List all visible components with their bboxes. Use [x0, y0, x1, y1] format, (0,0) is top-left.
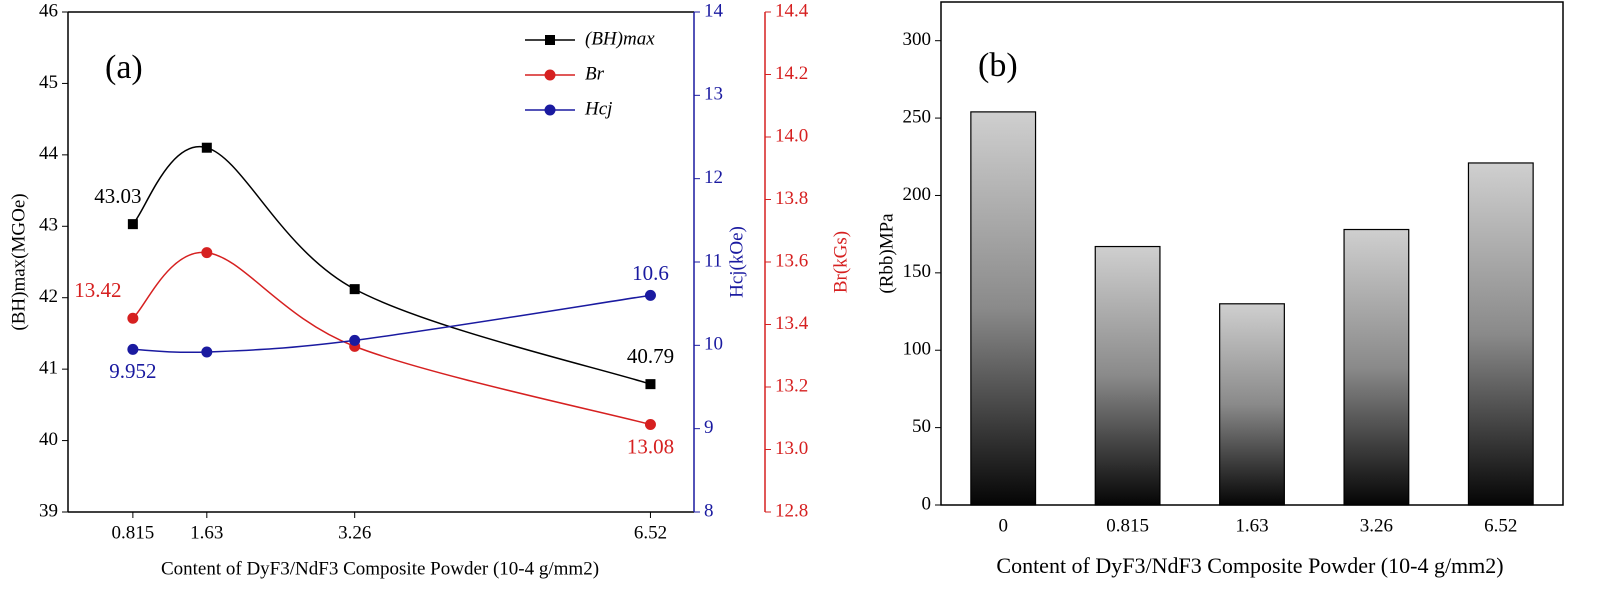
- data-label: 10.6: [632, 261, 669, 285]
- marker: [349, 334, 361, 346]
- y2-axis-label: Hcj(kOe): [726, 226, 747, 298]
- y-tick-label: 39: [39, 500, 58, 521]
- y-tick-label: 14.0: [775, 125, 808, 146]
- x-tick-label: 1.63: [1235, 515, 1268, 536]
- marker: [127, 312, 139, 324]
- legend-label: (BH)max: [585, 28, 655, 49]
- y-tick-label: 300: [903, 29, 932, 50]
- y3-axis-label: Br(kGs): [830, 231, 851, 293]
- data-label: 43.03: [94, 184, 141, 208]
- data-label: 9.952: [109, 359, 156, 383]
- marker: [201, 247, 213, 259]
- legend-marker: [544, 104, 556, 116]
- bar: [970, 111, 1037, 506]
- series-line: [132, 251, 651, 426]
- bar: [1467, 162, 1534, 506]
- data-label: 13.42: [74, 278, 121, 302]
- x-tick-label: 1.63: [190, 522, 223, 543]
- data-label: 13.08: [627, 434, 674, 458]
- y-tick-label: 13.4: [775, 313, 809, 334]
- y-tick-label: 12: [704, 167, 723, 188]
- marker: [349, 284, 360, 295]
- y-tick-label: 0: [922, 493, 932, 514]
- series-line: [132, 145, 651, 385]
- y-tick-label: 200: [903, 184, 932, 205]
- y-tick-label: 45: [39, 72, 58, 93]
- data-label: 40.79: [627, 344, 674, 368]
- y-tick-label: 150: [903, 261, 932, 282]
- y-tick-label: 50: [912, 416, 931, 437]
- series-line: [132, 294, 651, 354]
- legend-marker: [545, 35, 555, 45]
- legend-label: Hcj: [584, 98, 612, 119]
- x-tick-label: 0.815: [1106, 515, 1149, 536]
- panel-label: (a): [105, 49, 143, 86]
- y-tick-label: 9: [704, 417, 714, 438]
- y-tick-label: 41: [39, 358, 58, 379]
- legend-marker: [544, 69, 556, 81]
- x-tick-label: 6.52: [634, 522, 667, 543]
- marker: [127, 343, 139, 355]
- marker: [644, 419, 656, 430]
- marker: [645, 379, 656, 390]
- x-axis-label: Content of DyF3/NdF3 Composite Powder (1…: [161, 558, 599, 579]
- marker: [201, 346, 213, 358]
- marker: [127, 219, 138, 230]
- y-tick-label: 12.8: [775, 500, 808, 521]
- y-tick-label: 13.8: [775, 188, 808, 209]
- x-tick-label: 3.26: [1360, 515, 1393, 536]
- y-tick-label: 14: [704, 0, 724, 21]
- x-tick-label: 6.52: [1484, 515, 1517, 536]
- y-axis-label: (Rbb)MPa: [876, 213, 897, 294]
- bar: [1219, 303, 1285, 506]
- y-tick-label: 14.4: [775, 0, 809, 21]
- y-tick-label: 13.2: [775, 375, 808, 396]
- y-tick-label: 13.6: [775, 250, 808, 271]
- y-tick-label: 13: [704, 84, 723, 105]
- y-tick-label: 44: [39, 143, 59, 164]
- x-tick-label: 3.26: [338, 522, 371, 543]
- y-tick-label: 43: [39, 215, 58, 236]
- y-tick-label: 14.2: [775, 63, 808, 84]
- y-tick-label: 46: [39, 0, 58, 21]
- y-tick-label: 11: [704, 250, 722, 271]
- y-tick-label: 40: [39, 429, 58, 450]
- bar: [1343, 228, 1410, 506]
- panel-label: (b): [978, 47, 1018, 84]
- y-tick-label: 42: [39, 286, 58, 307]
- y-tick-label: 13.0: [775, 438, 808, 459]
- marker: [644, 289, 656, 301]
- x-tick-label: 0: [998, 515, 1008, 536]
- y-tick-label: 100: [903, 339, 932, 360]
- y-axis-label: (BH)max(MGOe): [8, 193, 29, 330]
- y-tick-label: 250: [903, 106, 932, 127]
- x-axis-label: Content of DyF3/NdF3 Composite Powder (1…: [996, 553, 1503, 578]
- marker: [201, 142, 212, 153]
- x-tick-label: 0.815: [111, 522, 154, 543]
- legend-label: Br: [585, 63, 605, 84]
- bar: [1094, 245, 1161, 506]
- y-tick-label: 10: [704, 334, 723, 355]
- y-tick-label: 8: [704, 500, 714, 521]
